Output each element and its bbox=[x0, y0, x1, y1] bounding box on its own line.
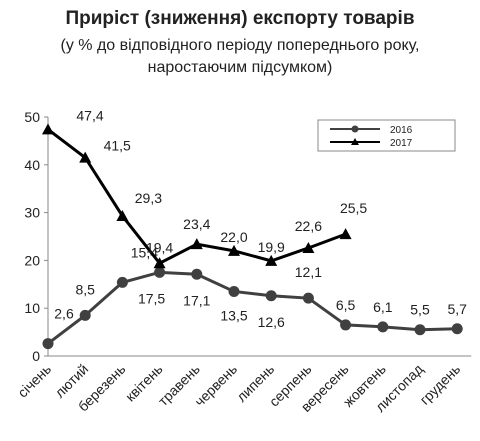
point-marker bbox=[79, 151, 92, 163]
legend-marker bbox=[351, 125, 359, 133]
point-marker bbox=[265, 254, 278, 266]
data-label: 2,6 bbox=[54, 306, 74, 322]
point-marker bbox=[451, 323, 463, 335]
y-tick-label: 10 bbox=[24, 300, 40, 316]
point-marker bbox=[302, 241, 315, 253]
data-label: 17,1 bbox=[183, 292, 210, 308]
data-label: 8,5 bbox=[75, 281, 95, 297]
data-label: 23,4 bbox=[183, 216, 210, 232]
point-marker bbox=[191, 268, 203, 280]
y-tick-label: 30 bbox=[24, 205, 40, 221]
data-label: 12,1 bbox=[295, 264, 322, 280]
point-marker bbox=[228, 244, 240, 256]
data-label: 29,3 bbox=[135, 190, 162, 206]
data-label: 13,5 bbox=[220, 307, 247, 323]
point-marker bbox=[116, 276, 128, 288]
y-tick-label: 0 bbox=[32, 348, 40, 364]
data-label: 22,0 bbox=[220, 229, 247, 245]
data-label: 47,4 bbox=[76, 107, 103, 123]
legend-marker bbox=[351, 138, 359, 145]
data-label: 17,5 bbox=[138, 290, 165, 306]
point-marker bbox=[414, 324, 426, 336]
y-tick-label: 20 bbox=[24, 252, 40, 268]
data-label: 41,5 bbox=[104, 138, 131, 154]
point-marker bbox=[79, 309, 91, 321]
legend-box bbox=[317, 119, 456, 152]
data-label: 25,5 bbox=[340, 200, 367, 216]
data-label: 12,6 bbox=[258, 314, 285, 330]
data-label: 15,4 bbox=[131, 244, 158, 260]
y-tick-label: 50 bbox=[24, 109, 40, 125]
series-line bbox=[47, 270, 458, 345]
point-marker bbox=[228, 285, 240, 297]
point-marker bbox=[190, 238, 203, 250]
point-marker bbox=[153, 257, 166, 269]
point-marker bbox=[154, 266, 166, 278]
x-tick-label: грудень bbox=[416, 361, 463, 408]
data-label: 6,1 bbox=[373, 299, 393, 315]
point-marker bbox=[265, 290, 277, 302]
point-marker bbox=[116, 209, 129, 221]
point-marker bbox=[42, 123, 54, 135]
point-marker bbox=[339, 228, 352, 240]
chart-subtitle: (у % до відповідного періоду попередньог… bbox=[61, 37, 420, 54]
legend-label: 2016 bbox=[390, 125, 413, 136]
chart-title: Приріст (зниження) експорту товарів bbox=[65, 8, 414, 29]
data-label: 5,7 bbox=[447, 301, 467, 317]
data-label: 19,4 bbox=[146, 239, 173, 255]
data-label: 22,6 bbox=[295, 218, 322, 234]
x-tick-label: січень bbox=[14, 361, 54, 401]
data-label: 5,5 bbox=[410, 302, 430, 318]
y-tick-label: 40 bbox=[24, 157, 40, 173]
point-marker bbox=[302, 292, 314, 304]
legend-label: 2017 bbox=[390, 138, 413, 149]
data-label: 6,5 bbox=[336, 297, 356, 313]
point-marker bbox=[42, 338, 54, 350]
point-marker bbox=[340, 319, 352, 331]
point-marker bbox=[377, 321, 389, 333]
data-label: 19,9 bbox=[258, 239, 285, 255]
chart-subtitle: наростаючим підсумком) bbox=[148, 59, 333, 76]
